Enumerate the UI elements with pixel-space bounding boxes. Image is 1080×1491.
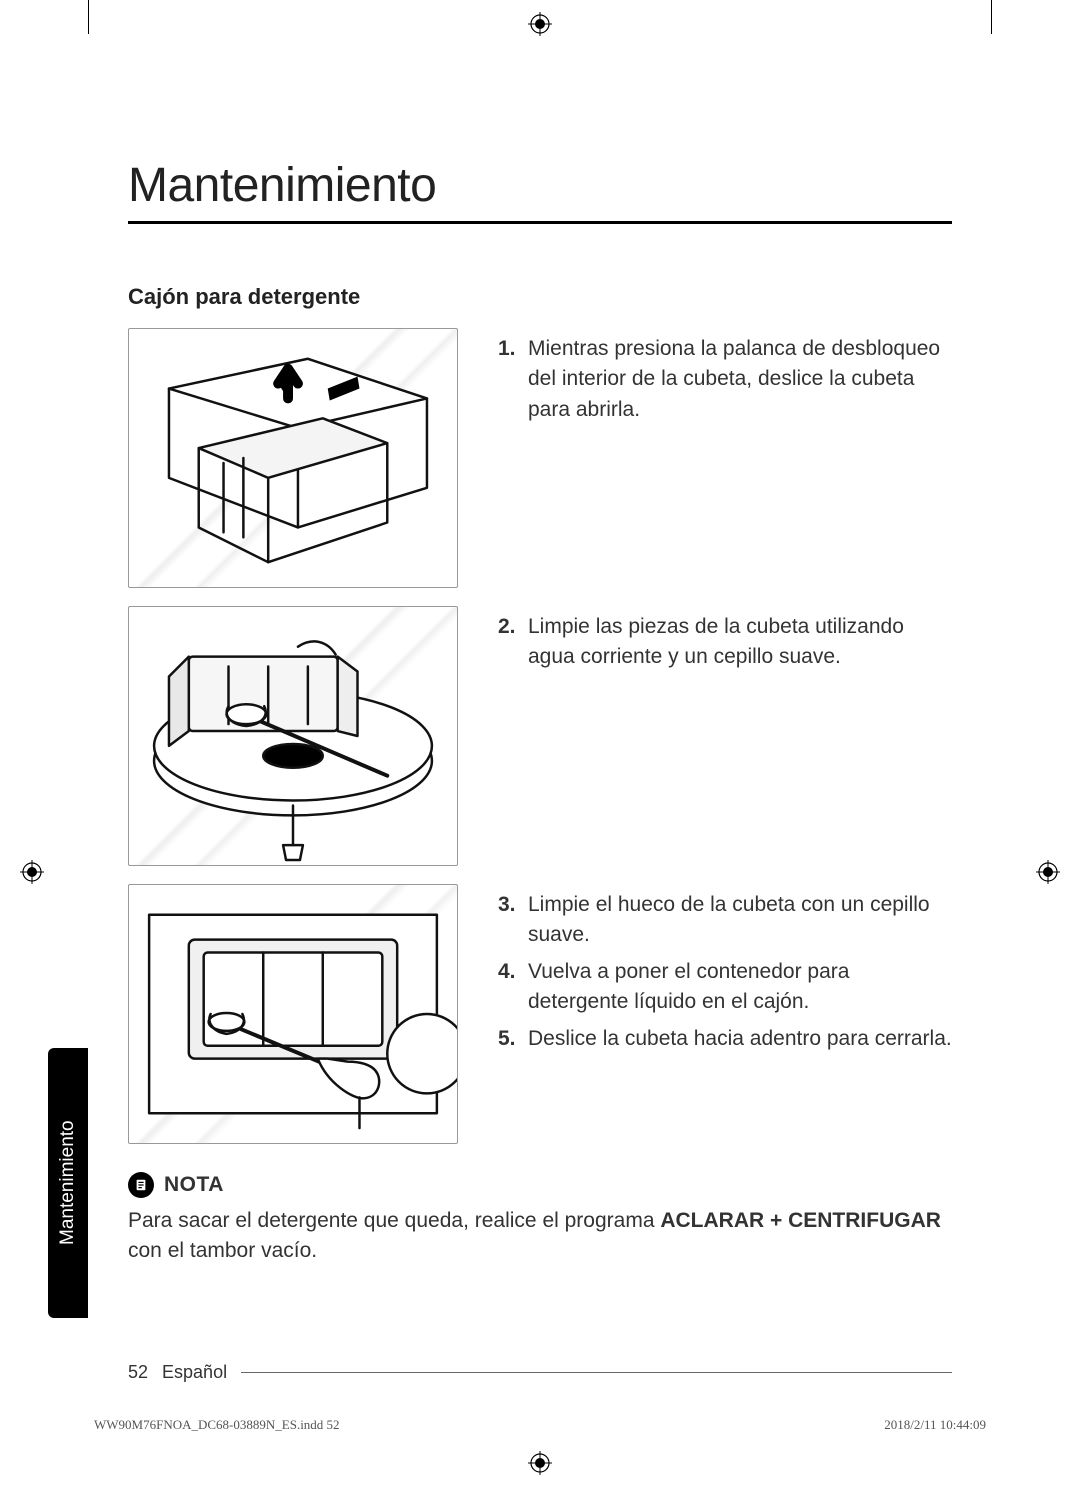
step-body: Deslice la cubeta hacia adentro para cer…	[528, 1024, 952, 1054]
timestamp-label: 2018/2/11 10:44:09	[884, 1417, 986, 1433]
step-body: Limpie las piezas de la cubeta utilizand…	[528, 612, 952, 673]
step-row: 1. Mientras presiona la palanca de desbl…	[128, 328, 952, 588]
registration-mark-icon	[1036, 860, 1060, 884]
step-body: Limpie el hueco de la cubeta con un cepi…	[528, 890, 952, 951]
crop-mark	[991, 0, 992, 34]
page-footer: 52 Español	[128, 1362, 952, 1383]
crop-mark	[88, 0, 89, 34]
illustration-drawer-clean-recess	[128, 884, 458, 1144]
step-number: 2.	[498, 612, 520, 673]
page-title: Mantenimiento	[128, 158, 952, 224]
registration-mark-icon	[20, 860, 44, 884]
source-file-label: WW90M76FNOA_DC68-03889N_ES.indd 52	[94, 1417, 340, 1433]
registration-mark-icon	[528, 1451, 552, 1475]
language-label: Español	[162, 1362, 227, 1383]
print-meta-footer: WW90M76FNOA_DC68-03889N_ES.indd 52 2018/…	[88, 1417, 992, 1433]
section-subheading: Cajón para detergente	[128, 284, 952, 310]
step-number: 4.	[498, 957, 520, 1018]
step-row: 2. Limpie las piezas de la cubeta utiliz…	[128, 606, 952, 866]
section-tab: Mantenimiento	[48, 1048, 88, 1318]
step-number: 1.	[498, 334, 520, 425]
step-text: 1. Mientras presiona la palanca de desbl…	[498, 328, 952, 431]
page-number: 52	[128, 1362, 148, 1383]
note-text-after: con el tambor vacío.	[128, 1239, 317, 1262]
step-text: 3. Limpie el hueco de la cubeta con un c…	[498, 884, 952, 1060]
step-body: Vuelva a poner el contenedor para deterg…	[528, 957, 952, 1018]
note-block: NOTA Para sacar el detergente que queda,…	[128, 1172, 952, 1267]
note-icon	[128, 1172, 154, 1198]
step-number: 3.	[498, 890, 520, 951]
note-text-before: Para sacar el detergente que queda, real…	[128, 1209, 660, 1232]
registration-mark-icon	[528, 12, 552, 36]
note-text: Para sacar el detergente que queda, real…	[128, 1206, 952, 1267]
illustration-drawer-open	[128, 328, 458, 588]
illustration-drawer-wash	[128, 606, 458, 866]
footer-rule	[241, 1372, 952, 1373]
step-text: 2. Limpie las piezas de la cubeta utiliz…	[498, 606, 952, 679]
note-label: NOTA	[164, 1173, 224, 1197]
step-row: 3. Limpie el hueco de la cubeta con un c…	[128, 884, 952, 1144]
note-text-bold: ACLARAR + CENTRIFUGAR	[660, 1209, 941, 1232]
step-body: Mientras presiona la palanca de desbloqu…	[528, 334, 952, 425]
step-number: 5.	[498, 1024, 520, 1054]
page-content: Mantenimiento Mantenimiento Cajón para d…	[88, 48, 992, 1443]
